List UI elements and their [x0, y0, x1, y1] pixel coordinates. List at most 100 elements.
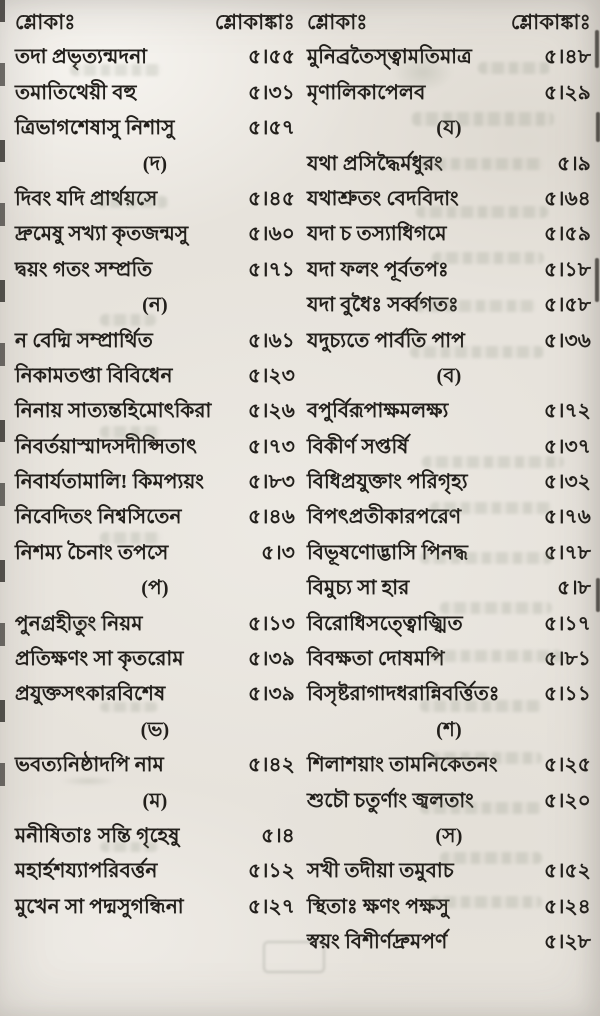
entry-verse-number: ৫।৬০	[248, 223, 295, 246]
index-entry: বিবক্ষতা দোষমপি ৫।৮১	[307, 642, 591, 677]
section-letter-header: (দ)	[15, 147, 295, 182]
index-entry: ত্রিভাগশেষাসু নিশাসু ৫।৫৭	[15, 111, 295, 146]
index-entry: প্রযুক্তসৎকারবিশেষ ৫।৩৯	[15, 677, 295, 712]
section-letter: (দ)	[142, 152, 168, 175]
index-entry: শিলাশয়াং তামনিকেতনং ৫।২৫	[307, 748, 591, 783]
entry-verse-number: ৫।১৩	[248, 612, 295, 635]
entry-verse-text: প্রতিক্ষণং সা কৃতরোম	[15, 648, 184, 671]
bleed-through-smudge	[420, 700, 542, 712]
entry-verse-text: বিমুচ্য সা হার	[307, 577, 410, 600]
bleed-through-smudge	[410, 346, 544, 358]
entry-verse-text: মুখেন সা পদ্মসুগন্ধিনা	[15, 895, 184, 918]
entry-verse-number: ৫।৫৯	[544, 223, 591, 246]
bleed-through-smudge	[416, 206, 548, 218]
scan-edge-artifact	[0, 0, 5, 815]
entry-verse-text: মহার্হশয্যাপরিবর্ত্তন	[15, 860, 158, 883]
bleed-through-smudge	[430, 896, 542, 908]
bleed-through-smudge	[100, 532, 162, 544]
entry-verse-text: নিকামতপ্তা বিবিধেন	[15, 364, 173, 387]
index-entry: বিপৎপ্রতীকারপরেণ ৫।৭৬	[307, 500, 591, 535]
index-entry: নিশম্য চৈনাং তপসে ৫।৩	[15, 536, 295, 571]
entry-verse-text: নিবেদিতং নিশ্বসিতেন	[15, 506, 182, 529]
entry-verse-number: ৫।১১	[544, 683, 591, 706]
entry-verse-text: যদুচ্যতে পার্বতি পাপ	[307, 329, 466, 352]
index-entry: যদুচ্যতে পার্বতি পাপ ৫।৩৬	[307, 324, 591, 359]
bleed-through-smudge	[422, 456, 564, 468]
bleed-through-smudge	[412, 112, 554, 126]
entry-verse-number: ৫।২৫	[544, 754, 591, 777]
index-entry: দ্বয়ং গতং সম্প্রতি ৫।৭১	[15, 253, 295, 288]
entry-verse-number: ৫।২০	[544, 789, 591, 812]
entry-verse-number: ৫।১৭	[544, 612, 591, 635]
entry-verse-number: ৫।১৮	[544, 258, 591, 281]
column-header: শ্লোকাঃ শ্লোকাঙ্কাঃ	[307, 5, 591, 40]
entry-verse-text: বিসৃষ্টরাগাদধরান্নিবর্ত্তিতঃ	[307, 683, 500, 706]
entry-verse-number: ৫।৩৬	[544, 329, 591, 352]
bleed-through-smudge	[96, 196, 168, 208]
index-entry: দিবং যদি প্রার্থয়সে ৫।৪৫	[15, 182, 295, 217]
entry-verse-number: ৫।৩১	[248, 81, 295, 104]
entry-verse-number: ৫।৪৬	[248, 506, 295, 529]
scan-edge-artifact	[596, 112, 600, 142]
index-entry: বপুর্বিরূপাক্ষমলক্ষ্য ৫।৭২	[307, 394, 591, 429]
entry-verse-number: ৫।৫২	[544, 860, 591, 883]
entry-verse-number: ৫।৫৮	[544, 294, 591, 317]
index-entry: বিসৃষ্টরাগাদধরান্নিবর্ত্তিতঃ ৫।১১	[307, 677, 591, 712]
entry-verse-text: দ্রুমেষু সখ্যা কৃতজন্মসু	[15, 223, 189, 246]
index-rows-left: তদা প্রভৃত্যন্মদনা ৫।৫৫ তমাতিথেয়ী বহু ৫।৩১…	[15, 40, 295, 925]
section-letter-header: (স)	[307, 819, 591, 854]
bleed-through-smudge	[430, 502, 552, 514]
section-letter-header: (য)	[307, 111, 591, 146]
index-entry: তদা প্রভৃত্যন্মদনা ৫।৫৫	[15, 40, 295, 75]
entry-verse-number: ৫।২৯	[544, 81, 591, 104]
index-entry: বিমুচ্য সা হার ৫।৮	[307, 571, 591, 606]
entry-verse-text: পুনগ্রহীতুং নিয়ম	[15, 612, 143, 635]
bleed-through-smudge	[60, 776, 116, 786]
entry-verse-number: ৫।৮১	[544, 648, 591, 671]
bleed-through-smudge	[60, 620, 112, 630]
index-entry: নিকামতপ্তা বিবিধেন ৫।২৩	[15, 359, 295, 394]
entry-verse-text: নিশম্য চৈনাং তপসে	[15, 541, 169, 564]
index-entry: শুচৌ চতুর্ণাং জ্বলতাং ৫।২০	[307, 784, 591, 819]
bleed-through-smudge	[100, 426, 162, 438]
entry-verse-number: ৫।৩৯	[248, 648, 295, 671]
entry-verse-text: বিরোধিসত্ত্বোজ্ঝিত	[307, 612, 463, 635]
entry-verse-text: সখী তদীয়া তমুবাচ	[307, 860, 454, 883]
entry-verse-number: ৫।৩২	[544, 471, 591, 494]
index-column-left: শ্লোকাঃ শ্লোকাঙ্কাঃ তদা প্রভৃত্যন্মদনা ৫।…	[15, 5, 295, 925]
index-entry: নিবেদিতং নিশ্বসিতেন ৫।৪৬	[15, 500, 295, 535]
entry-verse-number: ৫।৫৭	[248, 117, 295, 140]
entry-verse-text: বিপৎপ্রতীকারপরেণ	[307, 506, 462, 529]
index-entry: স্বয়ং বিশীর্ণদ্রুমপর্ণ ৫।২৮	[307, 925, 591, 960]
index-entry: স্থিতাঃ ক্ষণং পক্ষসু ৫।২৪	[307, 890, 591, 925]
index-entry: তমাতিথেয়ী বহু ৫।৩১	[15, 76, 295, 111]
entry-verse-number: ৫।১২	[248, 860, 295, 883]
entry-verse-number: ৫।৭১	[248, 258, 295, 281]
index-entry: যথাশ্রুতং বেদবিদাং ৫।৬৪	[307, 182, 591, 217]
bleed-through-smudge	[100, 314, 156, 326]
entry-verse-text: নিবার্যতামালি! কিমপ্যয়ং	[15, 471, 205, 494]
index-entry: নিবর্তয়াস্মাদসদীপ্সিতাৎ ৫।৭৩	[15, 430, 295, 465]
bleed-through-smudge	[60, 330, 102, 340]
entry-verse-number: ৫।৭৩	[248, 435, 295, 458]
bleed-through-smudge	[70, 64, 162, 76]
index-entry: মহার্হশয্যাপরিবর্ত্তন ৫।১২	[15, 854, 295, 889]
entry-verse-text: বিভূষণোদ্ভাসি পিনদ্ধ	[307, 541, 469, 564]
page-number-bleed-mark	[263, 941, 325, 973]
bleed-through-smudge	[430, 752, 542, 764]
entry-verse-text: শুচৌ চতুর্ণাং জ্বলতাং	[307, 789, 474, 812]
entry-verse-text: স্থিতাঃ ক্ষণং পক্ষসু	[307, 895, 450, 918]
section-letter-header: (প)	[15, 571, 295, 606]
bleed-through-smudge	[430, 650, 562, 662]
entry-verse-text: দিবং যদি প্রার্থয়সে	[15, 187, 158, 210]
entry-verse-text: নিনায় সাত্যন্তহিমোৎকিরা	[15, 400, 212, 423]
bleed-through-smudge	[420, 158, 544, 170]
entry-verse-text: যদা ফলং পূর্বতপঃ	[307, 258, 449, 281]
section-letter-header: (ব)	[307, 359, 591, 394]
section-letter-header: (ন)	[15, 288, 295, 323]
section-letter-header: (ভ)	[15, 713, 295, 748]
entry-verse-text: স্বয়ং বিশীর্ণদ্রুমপর্ণ	[307, 931, 448, 954]
scan-edge-artifact	[595, 30, 599, 68]
entry-verse-number: ৫।৯	[557, 152, 591, 175]
entry-verse-text: তমাতিথেয়ী বহু	[15, 81, 137, 104]
